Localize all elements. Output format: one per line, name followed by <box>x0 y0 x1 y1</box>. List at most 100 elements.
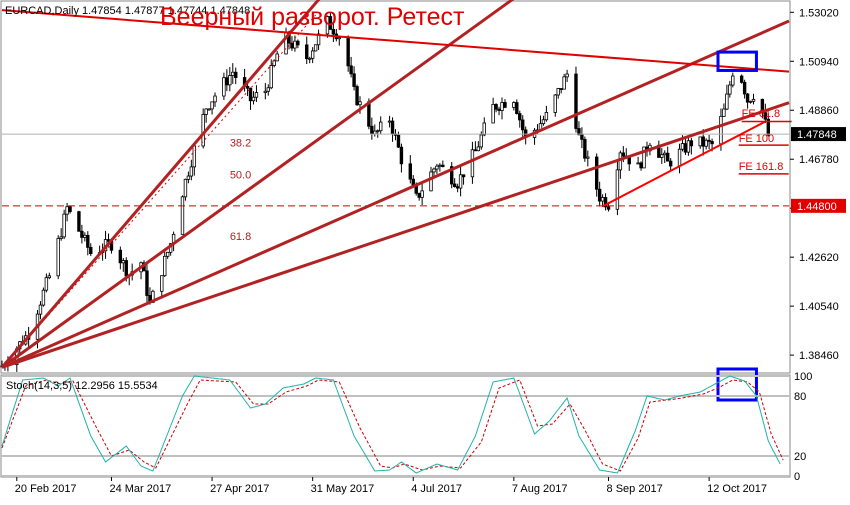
candle-body <box>541 119 546 125</box>
candle-body <box>515 102 519 114</box>
trend-line <box>602 120 766 208</box>
candle-body <box>62 213 66 238</box>
candle-body <box>399 146 404 165</box>
date-tick-label: 24 Mar 2017 <box>109 483 171 495</box>
symbol-info: EURCAD,Daily 1.47854 1.47877 1.47744 1.4… <box>5 5 250 17</box>
candle-body <box>603 197 608 208</box>
candle-body <box>497 108 501 111</box>
candle-body <box>86 234 90 248</box>
candle-body <box>201 114 205 147</box>
candle-body <box>254 92 259 98</box>
price-highlight-box <box>716 50 758 72</box>
candle-body <box>44 277 49 291</box>
candle-body <box>512 102 516 108</box>
candle-body <box>305 44 309 60</box>
stochastic-main-line <box>1 375 781 474</box>
stochastic-tick-label: 80 <box>794 391 806 403</box>
candle-body <box>376 130 380 133</box>
candle-body <box>544 112 549 121</box>
candle-body <box>337 37 341 40</box>
candle-body <box>118 249 123 264</box>
candle-body <box>234 71 238 78</box>
date-tick-label: 27 Apr 2017 <box>210 483 269 495</box>
candle-body <box>763 112 768 120</box>
candle-body <box>183 178 188 198</box>
candle-body <box>518 113 522 121</box>
candle-body <box>56 238 60 277</box>
stochastic-tick-label: 0 <box>794 471 800 483</box>
fib-diagonal-line <box>1 14 316 368</box>
stochastic-highlight-box <box>716 367 758 402</box>
candle-body <box>689 140 694 147</box>
candle-body <box>482 122 486 136</box>
candle-body <box>349 65 353 75</box>
candle-body <box>328 16 333 30</box>
candle-body <box>160 275 164 292</box>
candle-body <box>41 289 46 306</box>
current-price-label: 1.47848 <box>797 129 837 141</box>
candle-body <box>263 90 268 93</box>
candle-body <box>370 125 374 135</box>
candle-body <box>719 115 723 145</box>
candle-body <box>476 146 481 152</box>
candle-body <box>698 136 702 147</box>
candle-body <box>307 57 312 60</box>
candle-body <box>38 304 43 315</box>
chart-title: Веерный разворот. Ретест <box>160 3 465 31</box>
candle-body <box>346 37 350 67</box>
candle-body <box>408 163 412 180</box>
labels-layer: 38.2 50.0 61.8 FE 61.8 FE 100 FE 161.8 <box>230 108 792 243</box>
candle-body <box>473 149 478 152</box>
candle-body <box>668 160 673 167</box>
fib-level-label: 61.8 <box>230 231 251 243</box>
date-tick-label: 7 Aug 2017 <box>512 483 568 495</box>
candle-body <box>455 186 460 189</box>
candle-body <box>429 171 433 192</box>
price-tick-label: 1.53020 <box>799 7 839 19</box>
level-price-label: 1.44800 <box>797 201 837 213</box>
candle-body <box>686 140 691 153</box>
candle-body <box>683 143 688 153</box>
candle-body <box>707 139 711 142</box>
date-tick-label: 12 Oct 2017 <box>707 483 767 495</box>
fe-level-label: FE 61.8 <box>742 108 781 120</box>
candle-body <box>710 141 714 145</box>
candle-body <box>269 65 273 89</box>
candle-body <box>124 260 128 277</box>
candle-body <box>577 128 581 136</box>
current-price-box <box>791 127 846 142</box>
candle-body <box>231 71 235 76</box>
candle-body <box>665 152 670 162</box>
date-tick-label: 4 Jul 2017 <box>411 483 462 495</box>
candle-body <box>494 103 498 110</box>
candle-body <box>597 188 602 202</box>
candle-body <box>663 152 667 156</box>
candle-body <box>313 44 318 52</box>
candle-body <box>751 98 756 102</box>
fan-line <box>1 101 790 369</box>
candle-body <box>163 255 167 277</box>
candle-body <box>189 166 194 177</box>
candle-body <box>65 206 69 215</box>
candle-body <box>248 87 253 102</box>
candle-body <box>565 73 569 78</box>
candle-body <box>228 75 232 86</box>
candle-body <box>355 86 359 106</box>
candle-body <box>594 156 599 190</box>
price-tick-label: 1.50940 <box>799 56 839 68</box>
fan-line <box>1 19 790 369</box>
candle-body <box>642 146 646 169</box>
candle-body <box>180 196 185 235</box>
candle-body <box>748 100 753 103</box>
candle-body <box>251 96 256 102</box>
stochastic-tick-label: 20 <box>794 451 806 463</box>
candle-body <box>491 103 495 124</box>
candle-body <box>470 149 475 178</box>
candle-body <box>677 148 682 167</box>
candle-body <box>500 102 504 111</box>
candle-body <box>438 164 442 167</box>
candle-body <box>83 234 87 238</box>
candle-body <box>310 50 315 59</box>
candle-body <box>204 108 208 115</box>
